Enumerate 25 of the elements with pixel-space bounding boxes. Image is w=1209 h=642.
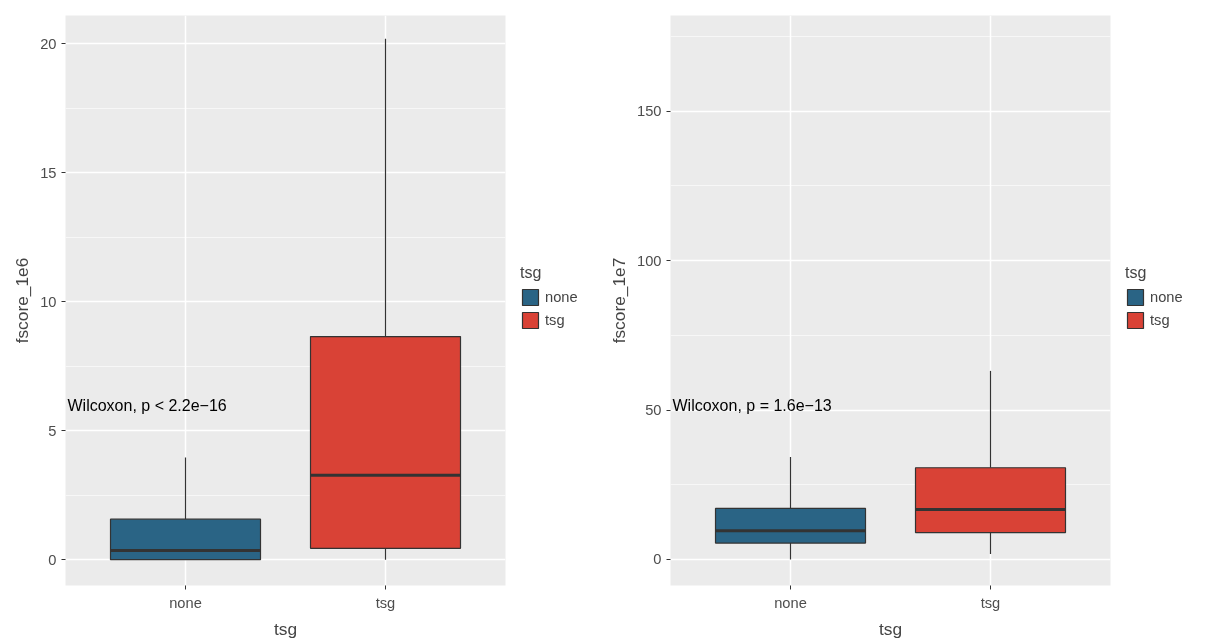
legend-title: tsg: [1125, 264, 1148, 282]
y-tick-label: 0: [653, 551, 662, 568]
legend-label: tsg: [1150, 312, 1170, 328]
annotation: Wilcoxon, p = 1.6e−13: [672, 396, 832, 414]
x-axis-title: tsg: [878, 618, 903, 639]
y-tick-label: 10: [40, 293, 57, 310]
legend-label: none: [1150, 289, 1183, 305]
y-tick-label: 50: [645, 402, 662, 419]
y-tick-label: 0: [48, 551, 57, 568]
legend-title: tsg: [520, 264, 543, 282]
y-tick-label: 20: [40, 35, 57, 52]
y-axis-title: fscore_1e7: [609, 257, 630, 344]
y-tick-label: 15: [40, 164, 57, 181]
legend-label: tsg: [545, 312, 565, 328]
y-tick-label: 5: [48, 422, 57, 439]
x-tick-label: tsg: [980, 594, 1001, 611]
legend-label: none: [545, 289, 578, 305]
x-axis-title: tsg: [273, 618, 298, 639]
x-tick-label: none: [774, 594, 807, 611]
x-tick-label: tsg: [375, 594, 396, 611]
y-axis-title: fscore_1e6: [12, 257, 33, 344]
y-tick-label: 150: [637, 103, 662, 120]
y-tick-label: 100: [637, 252, 662, 269]
x-tick-label: none: [169, 594, 202, 611]
annotation: Wilcoxon, p < 2.2e−16: [67, 396, 227, 414]
